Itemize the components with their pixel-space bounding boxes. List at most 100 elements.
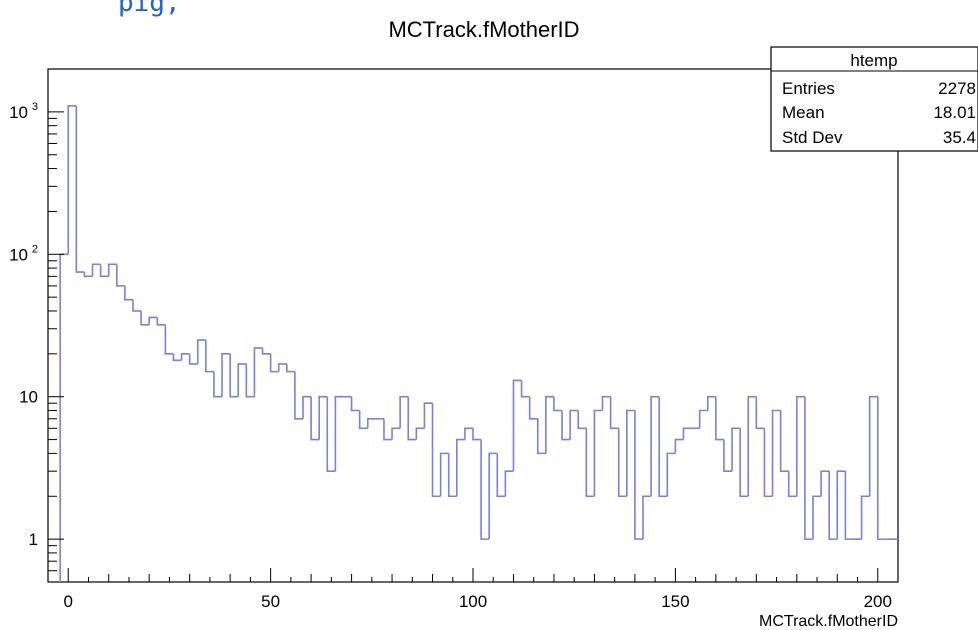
histogram-bin [423, 402, 433, 429]
histogram-bin [383, 418, 393, 441]
histogram-bin [828, 471, 838, 540]
histogram-bin [237, 363, 247, 397]
histogram-bin [391, 427, 401, 440]
histogram-bin [447, 453, 457, 498]
histogram-bin [876, 396, 886, 540]
histogram-bin [269, 353, 279, 373]
histogram-bin [731, 427, 741, 472]
histogram-bin [658, 396, 668, 498]
histogram-bin [116, 264, 125, 287]
histogram-bin [456, 438, 465, 497]
stats-mean-value: 18.01 [933, 103, 976, 122]
plot-frame [47, 68, 899, 583]
histogram-bin [326, 396, 336, 472]
histogram-bin [480, 439, 490, 540]
histogram-bin [334, 395, 344, 472]
histogram-bin [366, 417, 376, 429]
histogram-bin [804, 396, 813, 540]
histogram-bin [350, 396, 360, 412]
stats-entries-label: Entries [782, 79, 835, 98]
y-tick-label: 1 [29, 530, 38, 549]
stats-box: htemp Entries 2278 Mean 18.01 Std Dev 35… [770, 46, 978, 152]
histogram-bin [674, 438, 684, 454]
histogram-bin [967, 539, 975, 622]
y-tick-exponent: 2 [32, 243, 38, 255]
x-tick-label: 0 [64, 592, 73, 611]
histogram-bin [763, 428, 773, 498]
histogram-bin [820, 470, 830, 497]
histogram-bin [755, 396, 765, 430]
histogram-bin [617, 428, 627, 498]
histogram-bin [439, 452, 449, 497]
histogram-bin [164, 324, 174, 355]
histogram-bin [601, 395, 611, 411]
histogram-bin [310, 396, 320, 441]
histogram-bin [261, 347, 271, 355]
histogram-bin [959, 539, 967, 622]
histogram-bin [836, 470, 846, 540]
histogram-bin [221, 353, 231, 397]
histogram-bin [910, 397, 918, 539]
top-link-fragment[interactable]: pig, [118, 0, 181, 18]
histogram-bin [277, 363, 287, 372]
histogram-bin [253, 347, 263, 397]
histogram-bin [140, 310, 150, 326]
histogram-bin [399, 395, 409, 429]
histogram-bin [626, 409, 635, 497]
histogram-bin [585, 428, 595, 498]
histogram-bin [943, 539, 951, 622]
histogram-bin [407, 396, 417, 441]
histogram-bin [188, 353, 198, 365]
histogram-bin [642, 495, 652, 540]
histogram-bin [698, 409, 708, 429]
y-tick-label: 10 [9, 103, 28, 122]
histogram-bin [318, 395, 328, 440]
histogram-bin [205, 340, 214, 373]
x-axis: 0 50 100 150 200 [47, 568, 899, 611]
histogram-bin [536, 418, 546, 455]
histogram-bin [593, 409, 603, 497]
histogram-bin [812, 495, 822, 540]
histogram-bin [747, 395, 757, 497]
x-tick-label: 150 [661, 592, 689, 611]
y-tick-label: 10 [9, 245, 28, 264]
histogram-bin [771, 409, 781, 497]
y-tick-exponent: 3 [32, 101, 38, 113]
histogram-bin [75, 105, 85, 273]
y-tick-label: 10 [19, 388, 38, 407]
histogram-bin [286, 363, 295, 373]
histogram-bin [723, 439, 733, 472]
histogram-bin [229, 353, 239, 398]
histogram-bin [196, 339, 206, 364]
x-tick-label: 100 [459, 592, 487, 611]
histogram-bin [561, 410, 571, 441]
histogram-bin [779, 410, 789, 472]
histogram-bin [706, 395, 716, 411]
histogram-bin [844, 471, 854, 540]
histogram-bin [666, 452, 676, 497]
histogram-bin [172, 353, 182, 362]
histogram-bin [528, 396, 538, 420]
histogram-bin [124, 285, 133, 301]
x-tick-label: 200 [864, 592, 892, 611]
stats-mean-label: Mean [782, 103, 825, 122]
histogram-bin [358, 410, 368, 430]
histogram-bin [512, 379, 522, 472]
histogram-bin [472, 428, 482, 441]
histogram-bin [132, 299, 142, 312]
chart-title: MCTrack.fMotherID [388, 17, 579, 42]
histogram-bin [926, 539, 934, 622]
stats-stddev-label: Std Dev [782, 128, 843, 147]
histogram-bin [860, 495, 870, 540]
x-axis-label: MCTrack.fMotherID [759, 613, 898, 630]
histogram-bin [545, 395, 554, 454]
histogram-bin [415, 427, 425, 440]
histogram-bin [650, 395, 660, 497]
histogram-bin [148, 316, 158, 325]
histogram-bin [156, 317, 166, 326]
histogram-bin [569, 409, 579, 440]
histogram-bins [59, 105, 975, 622]
histogram-bin [464, 427, 473, 440]
histogram-bin [67, 105, 77, 255]
